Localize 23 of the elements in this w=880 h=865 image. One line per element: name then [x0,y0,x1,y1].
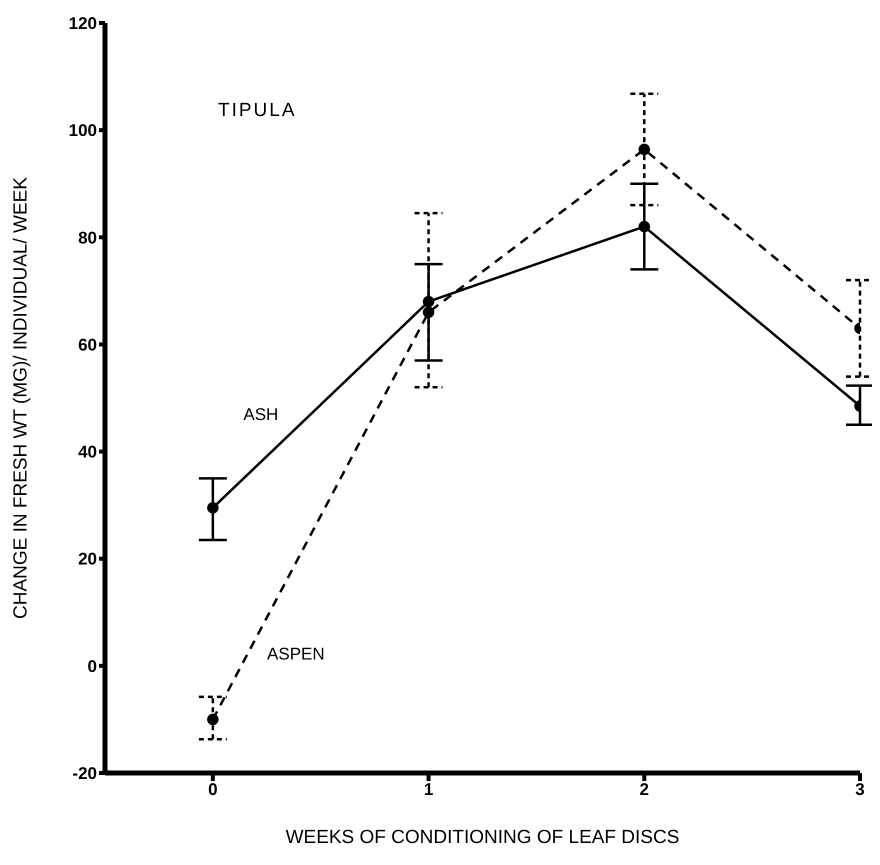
y-tick-label: 60 [78,335,97,354]
series-label: ASH [243,404,278,424]
y-tick-label: 40 [78,442,97,462]
point [207,714,219,726]
x-tick-label: 1 [424,780,434,800]
x-tick-label: 0 [208,780,218,800]
x-tick-label: 3 [855,780,865,800]
point [422,306,434,318]
series-label: ASPEN [267,644,325,664]
point [638,220,650,232]
y-tick-label: 100 [68,121,97,140]
y-tick-label: 20 [78,550,97,569]
point [422,296,434,308]
annotation: TIPULA [218,100,297,122]
x-axis-title: WEEKS OF CONDITIONING OF LEAF DISCS [286,827,680,848]
y-axis-title: CHANGE IN FRESH WT (MG)/ INDIVIDUAL/ WEEK [10,176,32,619]
point [207,502,219,514]
y-tick-label: 120 [68,14,97,34]
point [638,144,650,156]
y-tick-label: -20 [72,764,97,784]
y-tick-label: 0 [88,656,97,676]
y-tick-label: 80 [78,228,97,248]
x-tick-label: 2 [640,780,650,800]
